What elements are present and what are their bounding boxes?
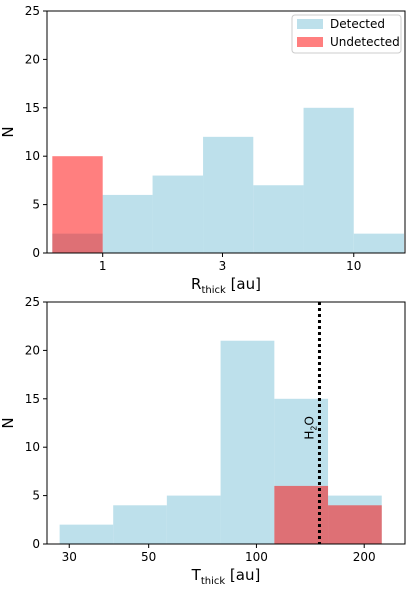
h2o-label: H2O: [302, 416, 318, 440]
h2o-label-main: H: [302, 431, 316, 440]
r-thick-x-tick-label-2: 10: [346, 259, 361, 273]
t-thick-x-tick-label-3: 200: [353, 550, 376, 564]
t-thick-x-label-main: T: [191, 566, 202, 584]
t-thick-y-tick-label-4: 20: [25, 343, 40, 357]
r-thick-x-label-unit: [au]: [226, 275, 261, 293]
r-thick-bars: [52, 107, 404, 253]
t-thick-detected-bar-1: [113, 505, 167, 544]
r-thick-detected-bar-1: [102, 194, 153, 253]
t-thick-y-tick-label-0: 0: [32, 537, 40, 551]
t-thick-detected-bar-3: [220, 340, 275, 544]
r-thick-y-tick-label-3: 15: [25, 101, 40, 115]
t-thick-x-tick-label-1: 50: [141, 550, 156, 564]
legend-label-detected: Detected: [330, 17, 385, 31]
h2o-label-sub: 2: [309, 426, 318, 431]
r-thick-detected-bar-3: [203, 136, 254, 253]
t-thick-x-ticks: 30 50 100 200: [62, 544, 376, 564]
r-thick-x-label-sub: thick: [201, 285, 226, 296]
t-thick-x-label-sub: thick: [201, 576, 226, 587]
t-thick-y-axis-label: N: [0, 417, 17, 428]
t-thick-x-label-unit: [au]: [225, 566, 260, 584]
t-thick-y-tick-label-5: 25: [25, 295, 40, 309]
t-thick-y-ticks: 0 5 10 15 20 25: [25, 295, 47, 551]
r-thick-y-tick-label-0: 0: [32, 246, 40, 260]
r-thick-x-tick-label-1: 3: [219, 259, 227, 273]
t-thick-x-tick-label-2: 100: [245, 550, 268, 564]
legend-swatch-undetected: [297, 37, 323, 47]
t-thick-x-axis-label: Tthick [au]: [191, 566, 261, 587]
r-thick-x-tick-label-0: 1: [99, 259, 107, 273]
r-thick-y-tick-label-4: 20: [25, 52, 40, 66]
t-thick-histogram-panel: H2O 30 50 100 200 0 5 10 15 20 25 Tthick [au] N: [0, 295, 406, 587]
legend: Detected Undetected: [291, 14, 402, 54]
r-thick-undetected-bar-0: [52, 156, 103, 253]
t-thick-bars: [59, 340, 382, 544]
r-thick-plot-frame: [46, 10, 406, 254]
r-thick-x-label-main: R: [191, 275, 201, 293]
t-thick-undetected-bar-1: [328, 505, 382, 544]
t-thick-plot-frame: [46, 301, 406, 545]
h2o-label-tail: O: [302, 416, 316, 425]
legend-label-undetected: Undetected: [330, 35, 400, 49]
r-thick-detected-bar-6: [353, 233, 404, 253]
r-thick-x-axis-label: Rthick [au]: [191, 275, 261, 296]
r-thick-x-ticks: 1 3 10: [99, 253, 361, 273]
r-thick-y-tick-label-2: 10: [25, 149, 40, 163]
r-thick-detected-bar-5: [303, 107, 354, 253]
t-thick-y-tick-label-2: 10: [25, 440, 40, 454]
t-thick-detected-bar-2: [166, 495, 221, 544]
legend-swatch-detected: [297, 19, 323, 29]
r-thick-detected-bar-4: [253, 185, 304, 253]
r-thick-y-tick-label-5: 25: [25, 4, 40, 18]
t-thick-x-tick-label-0: 30: [62, 550, 77, 564]
r-thick-y-axis-label: N: [0, 126, 17, 137]
t-thick-y-tick-label-1: 5: [32, 489, 40, 503]
r-thick-detected-bar-2: [152, 175, 204, 253]
r-thick-histogram-panel: 1 3 10 0 5 10 15 20 25 Rthick [au] N Detected U…: [0, 4, 406, 296]
r-thick-y-tick-label-1: 5: [32, 198, 40, 212]
t-thick-y-tick-label-3: 15: [25, 392, 40, 406]
t-thick-detected-bar-0: [59, 524, 114, 544]
h2o-snowline-annotation: H2O: [302, 302, 321, 544]
r-thick-y-ticks: 0 5 10 15 20 25: [25, 4, 47, 260]
